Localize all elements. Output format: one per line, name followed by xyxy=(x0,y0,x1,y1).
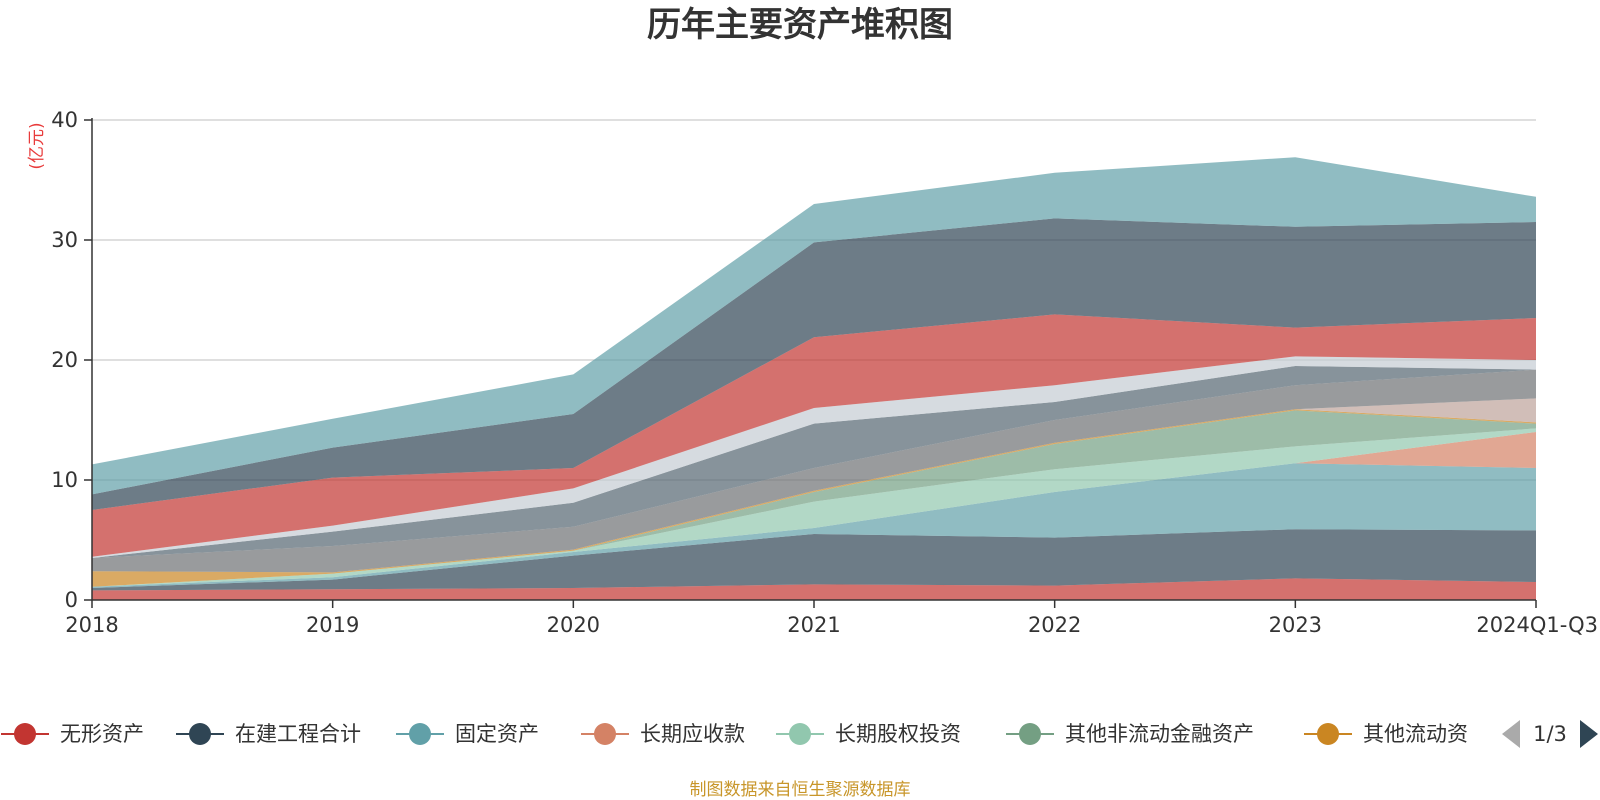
area-series[interactable] xyxy=(92,218,1536,510)
legend-item[interactable]: 长期股权投资 xyxy=(776,722,961,746)
area-series[interactable] xyxy=(92,428,1536,587)
legend-page-indicator: 1/3 xyxy=(1533,722,1567,746)
y-axis-unit-label: (亿元) xyxy=(27,122,47,169)
x-tick-labels: 2018 2019 2020 2021 2022 2023 2024Q1-Q3 xyxy=(65,600,1598,637)
y-tick-label: 10 xyxy=(51,468,78,492)
legend-label: 固定资产 xyxy=(455,722,539,746)
legend-marker-icon xyxy=(1317,723,1339,745)
legend-label: 其他非流动金融资产 xyxy=(1065,722,1254,746)
area-series-group xyxy=(92,157,1536,600)
y-tick-label: 0 xyxy=(65,588,78,612)
x-tick-label: 2023 xyxy=(1269,613,1322,637)
area-series[interactable] xyxy=(92,578,1536,600)
legend-marker-icon xyxy=(409,723,431,745)
y-tick-label: 40 xyxy=(51,108,78,132)
area-series[interactable] xyxy=(92,356,1536,558)
legend-item[interactable]: 其他非流动金融资产 xyxy=(1006,722,1254,746)
area-series[interactable] xyxy=(92,314,1536,557)
y-tick-label: 20 xyxy=(51,348,78,372)
x-tick-label: 2024Q1-Q3 xyxy=(1476,613,1598,637)
x-tick-label: 2018 xyxy=(65,613,118,637)
area-series[interactable] xyxy=(92,366,1536,558)
legend-marker-icon xyxy=(1019,723,1041,745)
legend-marker-icon xyxy=(594,723,616,745)
legend-marker-icon xyxy=(14,723,36,745)
legend-item[interactable]: 无形资产 xyxy=(1,722,144,746)
legend-item[interactable]: 固定资产 xyxy=(396,722,539,746)
y-tick-label: 30 xyxy=(51,228,78,252)
legend-item[interactable]: 在建工程合计 xyxy=(176,722,361,746)
legend-item[interactable]: 其他流动资 xyxy=(1304,722,1468,746)
legend-label: 无形资产 xyxy=(60,722,144,746)
legend-label: 在建工程合计 xyxy=(235,722,361,746)
legend-prev-icon[interactable] xyxy=(1502,720,1520,748)
legend-pager: 1/3 xyxy=(1502,720,1598,748)
x-tick-label: 2021 xyxy=(787,613,840,637)
chart-title: 历年主要资产堆积图 xyxy=(647,5,953,45)
legend-label: 其他流动资 xyxy=(1363,722,1468,746)
legend-label: 长期应收款 xyxy=(640,722,745,746)
x-tick-label: 2019 xyxy=(306,613,359,637)
legend: 无形资产 在建工程合计 固定资产 长期应收款 长期股权投资 其他非流动金融资产 其他流动资 xyxy=(1,722,1468,746)
legend-item[interactable]: 长期应收款 xyxy=(581,722,745,746)
area-series[interactable] xyxy=(92,369,1536,573)
area-series[interactable] xyxy=(92,529,1536,591)
area-series[interactable] xyxy=(92,410,1536,587)
legend-next-icon[interactable] xyxy=(1580,720,1598,748)
data-source-note: 制图数据来自恒生聚源数据库 xyxy=(690,780,911,800)
x-tick-label: 2020 xyxy=(547,613,600,637)
area-series[interactable] xyxy=(92,463,1536,588)
legend-marker-icon xyxy=(189,723,211,745)
y-tick-labels: 0 10 20 30 40 xyxy=(51,108,92,612)
legend-marker-icon xyxy=(789,723,811,745)
area-series[interactable] xyxy=(92,157,1536,495)
legend-label: 长期股权投资 xyxy=(835,722,961,746)
x-tick-label: 2022 xyxy=(1028,613,1081,637)
